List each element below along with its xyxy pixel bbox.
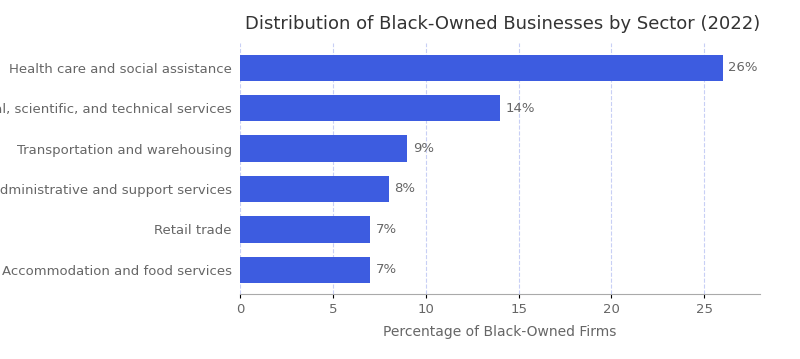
Text: 26%: 26%: [729, 61, 758, 74]
Text: 14%: 14%: [506, 102, 535, 115]
Bar: [240, 176, 389, 202]
Bar: [240, 257, 370, 283]
Text: 7%: 7%: [375, 223, 397, 236]
Text: 9%: 9%: [413, 142, 434, 155]
Bar: [240, 135, 407, 162]
X-axis label: Percentage of Black-Owned Firms: Percentage of Black-Owned Firms: [383, 325, 617, 339]
Text: 7%: 7%: [375, 263, 397, 276]
Text: Distribution of Black-Owned Businesses by Sector (2022): Distribution of Black-Owned Businesses b…: [245, 15, 760, 33]
Bar: [240, 55, 723, 81]
Bar: [240, 216, 370, 243]
Bar: [240, 95, 500, 121]
Text: 8%: 8%: [394, 182, 415, 195]
